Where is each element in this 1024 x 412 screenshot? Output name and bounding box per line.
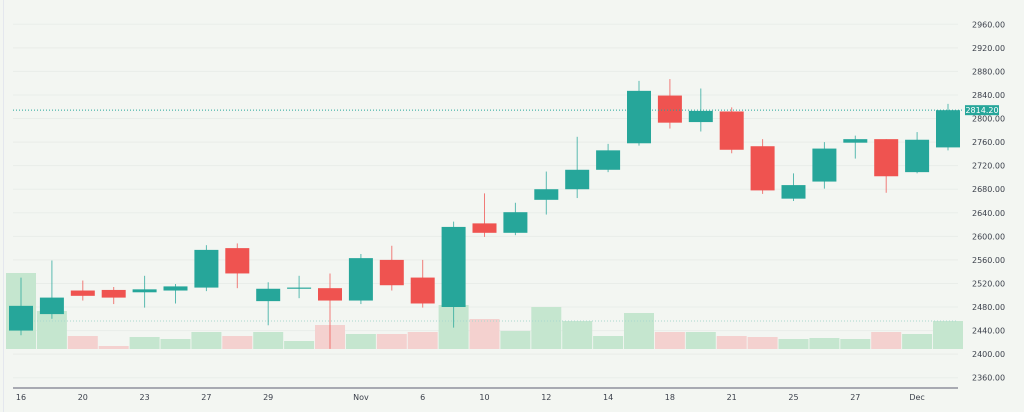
candle-body [781,185,806,199]
candle-body [812,148,837,182]
x-tick-label: 16 [16,393,26,402]
y-tick-label: 2440.00 [972,327,1005,336]
x-tick-label: Nov [353,393,369,402]
candle-body [657,95,682,123]
volume-bar [593,336,624,349]
last-price-label: 2814.20 [965,106,998,115]
candle-body [410,277,435,304]
y-tick-label: 2400.00 [972,350,1005,359]
volume-bar [345,334,376,349]
x-tick-label: 10 [479,393,489,402]
volume-bar [624,313,654,349]
x-tick-label: 18 [665,393,675,402]
volume-bar [469,319,500,349]
y-tick-label: 2360.00 [972,374,1005,383]
candle-body [287,287,312,289]
x-tick-label: 6 [420,393,425,402]
x-tick-label: 21 [727,393,737,402]
x-tick-label: 27 [850,393,860,402]
candle-body [534,189,559,200]
x-tick-label: 20 [78,393,88,402]
last-price-marker: 2814.20 [13,105,999,116]
y-tick-label: 2880.00 [972,67,1005,76]
volume-bar [840,339,871,349]
y-tick-label: 2920.00 [972,44,1005,53]
y-tick-label: 2960.00 [972,20,1005,29]
volume-bar [407,332,438,349]
volume-bar [67,336,98,349]
candle-body [225,248,250,274]
volume-bar [531,307,562,349]
last-price-badge [965,105,999,116]
candle-body [503,212,528,233]
y-tick-label: 2480.00 [972,303,1005,312]
candle-body [565,169,590,190]
volume-bar [129,337,160,349]
candle-body [472,223,497,233]
x-tick-label: 27 [201,393,211,402]
y-axis: 2960.00 2920.00 2880.00 2840.00 2800.00 2760.… [972,20,1005,382]
volume-bar [654,332,685,349]
y-tick-label: 2840.00 [972,91,1005,100]
y-tick-label: 2800.00 [972,115,1005,124]
candle-body [719,111,744,150]
volume-bar [376,334,407,349]
candle-body [256,288,281,302]
candle-body [39,297,64,315]
x-tick-label: 12 [541,393,551,402]
volume-bar [253,332,284,349]
candle-body [318,288,342,301]
y-tick-label: 2720.00 [972,162,1005,171]
candle-body [936,110,960,148]
volume-bar [716,336,747,349]
volume-bar [747,337,778,349]
volume-bar [222,336,253,349]
candle-body [441,226,466,308]
candle-body [874,139,899,177]
candle-body [750,146,775,191]
candle-body [379,259,404,286]
volume-bar [685,332,716,349]
y-tick-label: 2680.00 [972,185,1005,194]
candle-body [843,139,868,143]
y-tick-label: 2760.00 [972,138,1005,147]
y-tick-label: 2600.00 [972,232,1005,241]
y-tick-label: 2520.00 [972,279,1005,288]
volume-bar [809,338,840,349]
volume-bars [6,273,963,349]
x-axis: 16 20 23 27 29 Nov 6 10 12 14 18 21 25 27 Dec [16,393,925,402]
candle-body [101,289,126,298]
volume-bar [902,334,933,349]
candle-body [9,305,33,331]
candle-body [688,110,713,123]
x-tick-label: 14 [603,393,613,402]
x-tick-label: 29 [263,393,273,402]
volume-bar [871,332,902,349]
candle-body [163,286,188,291]
candle-body [627,90,651,144]
candle-body [194,249,219,288]
volume-bar [191,332,222,349]
volume-bar [778,339,809,349]
volume-bar [933,321,963,349]
candle-body [348,258,373,301]
candles [9,79,960,349]
x-tick-label: 23 [140,393,150,402]
y-tick-label: 2640.00 [972,209,1005,218]
candle-body [905,139,930,173]
candle-body [70,290,95,296]
volume-bar [500,331,531,349]
volume-bar [98,346,129,349]
volume-bar [160,339,191,349]
volume-bar [284,341,315,349]
volume-bar [562,321,593,349]
x-tick-label: 25 [788,393,798,402]
y-tick-label: 2560.00 [972,256,1005,265]
x-tick-label: Dec [909,393,924,402]
candle-body [132,289,157,293]
candle-body [596,150,621,170]
